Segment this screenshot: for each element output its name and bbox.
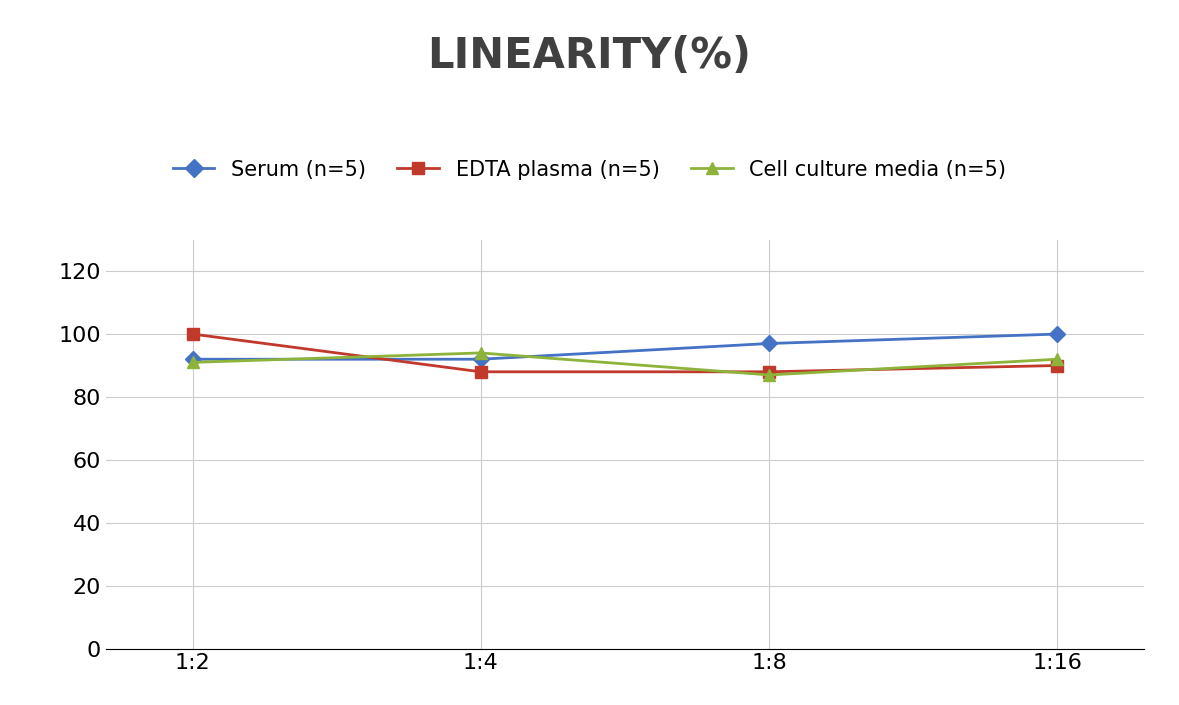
- Text: LINEARITY(%): LINEARITY(%): [428, 35, 751, 78]
- Legend: Serum (n=5), EDTA plasma (n=5), Cell culture media (n=5): Serum (n=5), EDTA plasma (n=5), Cell cul…: [165, 152, 1014, 188]
